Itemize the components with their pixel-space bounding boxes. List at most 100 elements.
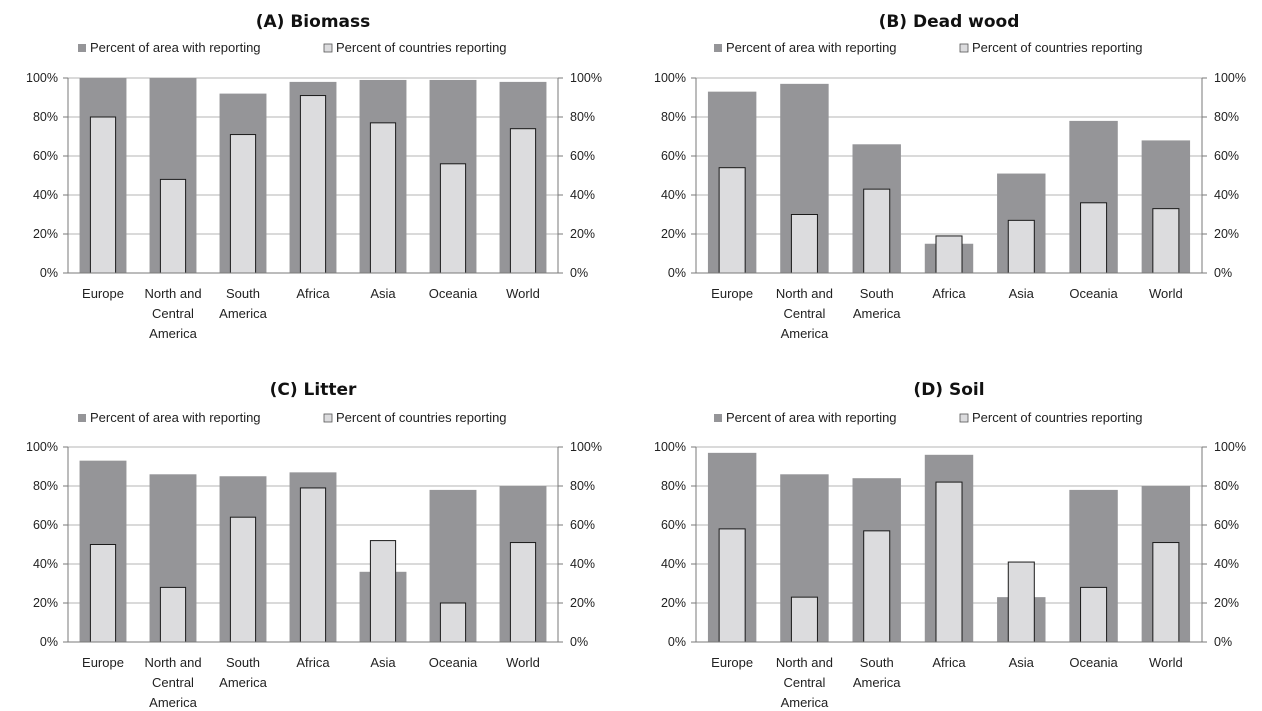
y-tick-label: 20%: [33, 227, 58, 241]
x-category-label: South America: [853, 655, 901, 690]
bar-countries-reporting: [935, 481, 963, 643]
y2-tick-label: 80%: [570, 110, 595, 124]
y-tick-label: 20%: [661, 596, 686, 610]
bar-countries-reporting: [790, 596, 818, 643]
y-tick-label: 0%: [668, 635, 686, 649]
y-tick-label: 100%: [654, 71, 686, 85]
bar-countries-reporting: [718, 528, 746, 643]
y2-tick-label: 100%: [570, 440, 602, 454]
bar-countries-reporting: [229, 516, 257, 643]
y-tick-label: 80%: [33, 479, 58, 493]
y2-tick-label: 20%: [1214, 227, 1239, 241]
x-category-label: South America: [853, 286, 901, 321]
y2-tick-label: 60%: [570, 149, 595, 163]
y2-tick-label: 80%: [1214, 479, 1239, 493]
bar-countries-reporting: [509, 128, 537, 274]
y2-tick-label: 100%: [1214, 440, 1246, 454]
x-category-label: Europe: [82, 655, 124, 670]
chart-title: (A) Biomass: [256, 12, 371, 32]
bar-countries-reporting: [299, 487, 327, 643]
y2-tick-label: 0%: [1214, 266, 1232, 280]
y2-tick-label: 60%: [1214, 518, 1239, 532]
y-tick-label: 40%: [33, 557, 58, 571]
legend-label-countries: Percent of countries reporting: [336, 410, 507, 425]
bar-countries-reporting: [229, 134, 257, 274]
legend-swatch-countries: [959, 413, 969, 423]
y2-tick-label: 60%: [570, 518, 595, 532]
bar-countries-reporting: [89, 544, 117, 643]
x-category-label: Europe: [711, 655, 753, 670]
y-tick-label: 20%: [661, 227, 686, 241]
y-tick-label: 100%: [654, 440, 686, 454]
y2-tick-label: 20%: [1214, 596, 1239, 610]
x-category-label: World: [1149, 286, 1183, 301]
y-tick-label: 100%: [26, 71, 58, 85]
y-tick-label: 40%: [661, 188, 686, 202]
y2-tick-label: 20%: [570, 227, 595, 241]
y-tick-label: 80%: [33, 110, 58, 124]
legend-swatch-area: [78, 44, 86, 52]
y2-tick-label: 0%: [1214, 635, 1232, 649]
y-tick-label: 40%: [661, 557, 686, 571]
bar-countries-reporting: [718, 167, 746, 274]
bar-countries-reporting: [369, 540, 397, 643]
y2-tick-label: 0%: [570, 635, 588, 649]
legend-label-countries: Percent of countries reporting: [972, 40, 1143, 55]
legend-swatch-countries: [323, 43, 333, 53]
y2-tick-label: 0%: [570, 266, 588, 280]
y-tick-label: 80%: [661, 479, 686, 493]
legend-swatch-countries: [959, 43, 969, 53]
y2-tick-label: 100%: [1214, 71, 1246, 85]
chart-title: (B) Dead wood: [879, 12, 1020, 32]
legend-swatch-area: [714, 44, 722, 52]
bar-countries-reporting: [1007, 219, 1035, 274]
x-category-label: Europe: [82, 286, 124, 301]
chart-panel-1: (A) Biomass Percent of area with reportin…: [26, 12, 602, 341]
x-category-label: Europe: [711, 286, 753, 301]
chart-panel-4: (D) Soil Percent of area with reporting Pe…: [654, 380, 1246, 710]
x-category-label: Africa: [932, 286, 966, 301]
y-tick-label: 20%: [33, 596, 58, 610]
x-category-label: Oceania: [429, 286, 478, 301]
x-category-label: South America: [219, 655, 267, 690]
x-category-label: North and Central America: [776, 655, 833, 710]
y2-tick-label: 40%: [570, 557, 595, 571]
y2-tick-label: 40%: [570, 188, 595, 202]
chart-panel-3: (C) Litter Percent of area with reporting…: [26, 380, 602, 710]
bar-countries-reporting: [299, 95, 327, 274]
legend-label-area: Percent of area with reporting: [726, 410, 897, 425]
y-tick-label: 0%: [40, 635, 58, 649]
y2-tick-label: 20%: [570, 596, 595, 610]
x-category-label: World: [506, 286, 540, 301]
legend-label-countries: Percent of countries reporting: [972, 410, 1143, 425]
chart-title: (D) Soil: [913, 380, 984, 400]
x-category-label: South America: [219, 286, 267, 321]
y2-tick-label: 80%: [1214, 110, 1239, 124]
bar-countries-reporting: [1080, 586, 1108, 643]
bar-countries-reporting: [439, 163, 467, 274]
y-tick-label: 60%: [33, 149, 58, 163]
y-tick-label: 0%: [668, 266, 686, 280]
legend-label-area: Percent of area with reporting: [90, 40, 261, 55]
bar-countries-reporting: [159, 586, 187, 643]
x-category-label: Africa: [296, 655, 330, 670]
bar-countries-reporting: [935, 235, 963, 274]
y-tick-label: 60%: [33, 518, 58, 532]
x-category-label: North and Central America: [144, 655, 201, 710]
x-category-label: World: [506, 655, 540, 670]
bar-countries-reporting: [1152, 542, 1180, 643]
x-category-label: North and Central America: [144, 286, 201, 341]
legend-label-countries: Percent of countries reporting: [336, 40, 507, 55]
bar-countries-reporting: [863, 188, 891, 274]
x-category-label: Oceania: [429, 655, 478, 670]
bar-countries-reporting: [1152, 208, 1180, 274]
legend-swatch-countries: [323, 413, 333, 423]
legend-label-area: Percent of area with reporting: [726, 40, 897, 55]
legend-swatch-area: [78, 414, 86, 422]
y-tick-label: 80%: [661, 110, 686, 124]
x-category-label: Africa: [932, 655, 966, 670]
bar-countries-reporting: [159, 178, 187, 274]
chart-title: (C) Litter: [270, 380, 357, 400]
